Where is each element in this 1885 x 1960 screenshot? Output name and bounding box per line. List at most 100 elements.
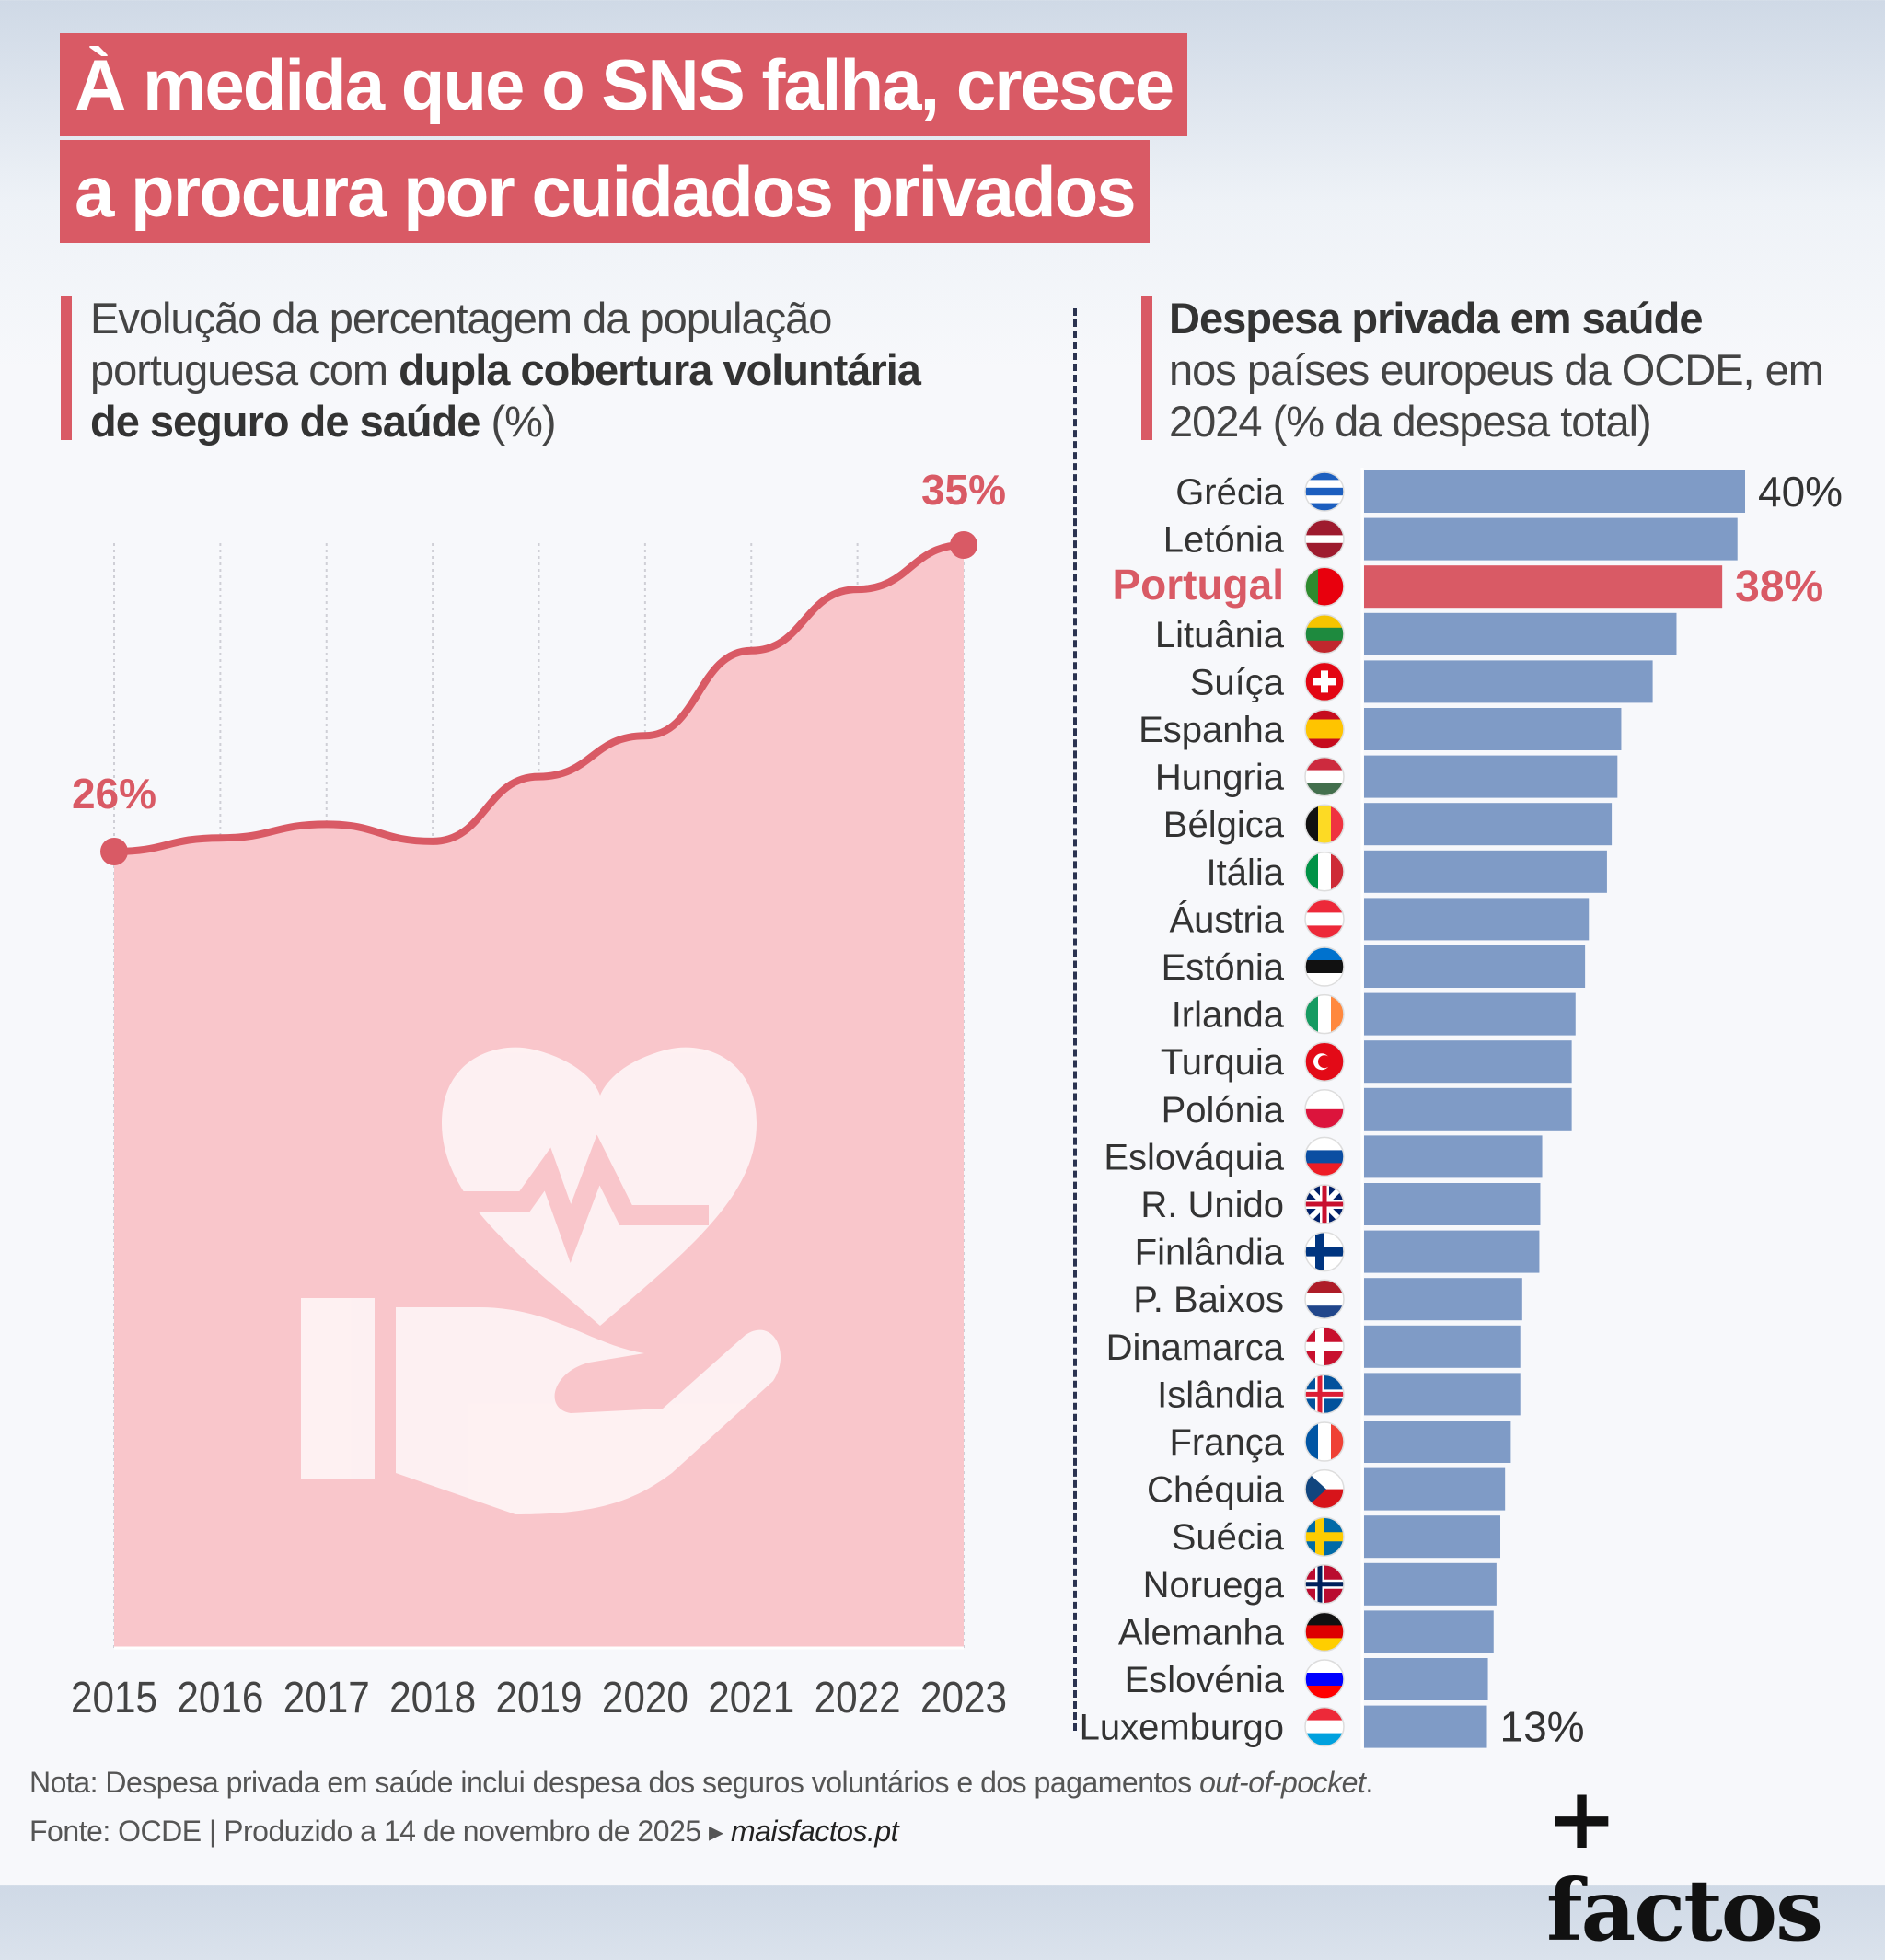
flag-icon xyxy=(1305,1137,1344,1177)
right-subtitle: Despesa privada em saúde nos países europ… xyxy=(1169,294,1824,446)
category-label: Finlândia xyxy=(1135,1233,1285,1273)
flag-border xyxy=(1304,1041,1345,1082)
flag-stripe xyxy=(1305,1185,1344,1224)
category-label: Lituânia xyxy=(1155,615,1285,655)
category-label: Espanha xyxy=(1139,710,1285,750)
flag-stripe xyxy=(1305,1612,1344,1626)
flag-icon xyxy=(1305,1707,1344,1746)
heart-in-hand-icon xyxy=(301,1047,781,1514)
flag-stripe xyxy=(1318,805,1332,844)
flag-icon xyxy=(1305,1280,1344,1319)
x-tick-label: 2015 xyxy=(71,1674,157,1722)
flag-border xyxy=(1304,1564,1345,1605)
title-line-2: a procura por cuidados privados xyxy=(60,140,1150,243)
flag-stripe xyxy=(1305,567,1319,607)
flag-border xyxy=(1304,993,1345,1035)
flag-stripe xyxy=(1305,519,1344,528)
flag-mark xyxy=(1305,1469,1326,1509)
flag-border xyxy=(1304,852,1345,892)
bar xyxy=(1364,945,1586,988)
flag-icon xyxy=(1305,519,1344,559)
flag-stripe xyxy=(1305,852,1319,891)
flag-border xyxy=(1304,566,1345,607)
flag-stripe xyxy=(1305,710,1344,720)
flag-stripe xyxy=(1305,662,1344,702)
flag-stripe xyxy=(1331,994,1344,1034)
category-label: R. Unido xyxy=(1140,1185,1284,1225)
flag-icon xyxy=(1305,805,1344,844)
flag-border xyxy=(1304,1136,1345,1177)
category-label: Itália xyxy=(1207,852,1285,893)
flag-border xyxy=(1304,1089,1345,1130)
category-label: Portugal xyxy=(1112,561,1284,609)
x-tick-label: 2020 xyxy=(602,1674,688,1722)
area-chart: 26% 35% 2015 2016 2017 2018 2019 2020 2021 2022… xyxy=(71,466,1007,1722)
flag-stripe xyxy=(1305,1042,1344,1082)
flag-stripe xyxy=(1305,912,1344,926)
flag-icon xyxy=(1305,567,1344,607)
flag-stripe xyxy=(1305,1108,1344,1129)
flag-icon xyxy=(1305,1374,1344,1414)
cuff-shape xyxy=(301,1298,375,1479)
flag-mark xyxy=(1305,1517,1344,1557)
flag-icon xyxy=(1305,1232,1344,1271)
hand-shape xyxy=(396,1307,781,1514)
flag-border xyxy=(1304,1706,1345,1747)
flag-icon xyxy=(1305,662,1344,702)
flag-stripe xyxy=(1305,640,1344,654)
flag-icon xyxy=(1305,1660,1344,1699)
flag-stripe xyxy=(1305,1374,1344,1414)
flag-icon xyxy=(1305,1517,1344,1557)
category-label: Turquia xyxy=(1161,1042,1285,1083)
category-label: Irlanda xyxy=(1172,995,1285,1036)
flag-stripe xyxy=(1305,1163,1344,1177)
flag-icon xyxy=(1305,1422,1344,1461)
flag-mark xyxy=(1305,1185,1344,1224)
flag-stripe xyxy=(1305,495,1344,504)
flag-icon xyxy=(1305,1185,1344,1224)
category-label: Alemanha xyxy=(1118,1612,1285,1653)
flag-border xyxy=(1304,1468,1345,1510)
bar xyxy=(1364,1087,1572,1131)
bar xyxy=(1364,898,1590,941)
flag-stripe xyxy=(1305,1089,1344,1110)
bar xyxy=(1364,1183,1541,1225)
bar xyxy=(1364,1278,1522,1321)
x-tick-label: 2021 xyxy=(708,1674,794,1722)
title-line-1: À medida que o SNS falha, cresce xyxy=(60,33,1188,136)
flag-border xyxy=(1304,1611,1345,1653)
right-subtitle-accent xyxy=(1141,296,1152,440)
flag-stripe xyxy=(1305,1280,1344,1293)
category-label: Grécia xyxy=(1175,472,1285,513)
flag-stripe xyxy=(1305,994,1319,1034)
flag-mark xyxy=(1318,1055,1331,1069)
bar xyxy=(1364,565,1723,609)
flag-stripe xyxy=(1305,1305,1344,1319)
x-tick-label: 2018 xyxy=(389,1674,476,1722)
category-label: Estónia xyxy=(1162,947,1285,988)
area-fill xyxy=(114,545,964,1648)
flag-stripe xyxy=(1331,567,1344,607)
left-subtitle-accent xyxy=(61,296,72,440)
flag-border xyxy=(1304,614,1345,655)
flag-stripe xyxy=(1305,1673,1344,1687)
flag-stripe xyxy=(1305,1638,1344,1652)
bar xyxy=(1364,660,1653,703)
flag-stripe xyxy=(1305,1293,1344,1306)
data-label: 40% xyxy=(1758,468,1843,516)
footer-note: Nota: Despesa privada em saúde inclui de… xyxy=(29,1766,1373,1799)
flag-stripe xyxy=(1305,1327,1344,1366)
flag-border xyxy=(1304,1659,1345,1699)
x-tick-label: 2017 xyxy=(283,1674,370,1722)
flag-icon xyxy=(1305,1564,1344,1604)
site-link[interactable]: maisfactos.pt xyxy=(731,1815,899,1848)
flag-icon xyxy=(1305,1042,1344,1082)
flag-stripe xyxy=(1305,542,1344,551)
category-label: Polónia xyxy=(1162,1090,1285,1131)
flag-border xyxy=(1304,1184,1345,1224)
heart-shape xyxy=(442,1047,757,1326)
flag-stripe xyxy=(1305,783,1344,796)
flag-stripe xyxy=(1305,1564,1344,1604)
flag-mark xyxy=(1305,1374,1344,1414)
category-label: Letónia xyxy=(1163,520,1285,561)
